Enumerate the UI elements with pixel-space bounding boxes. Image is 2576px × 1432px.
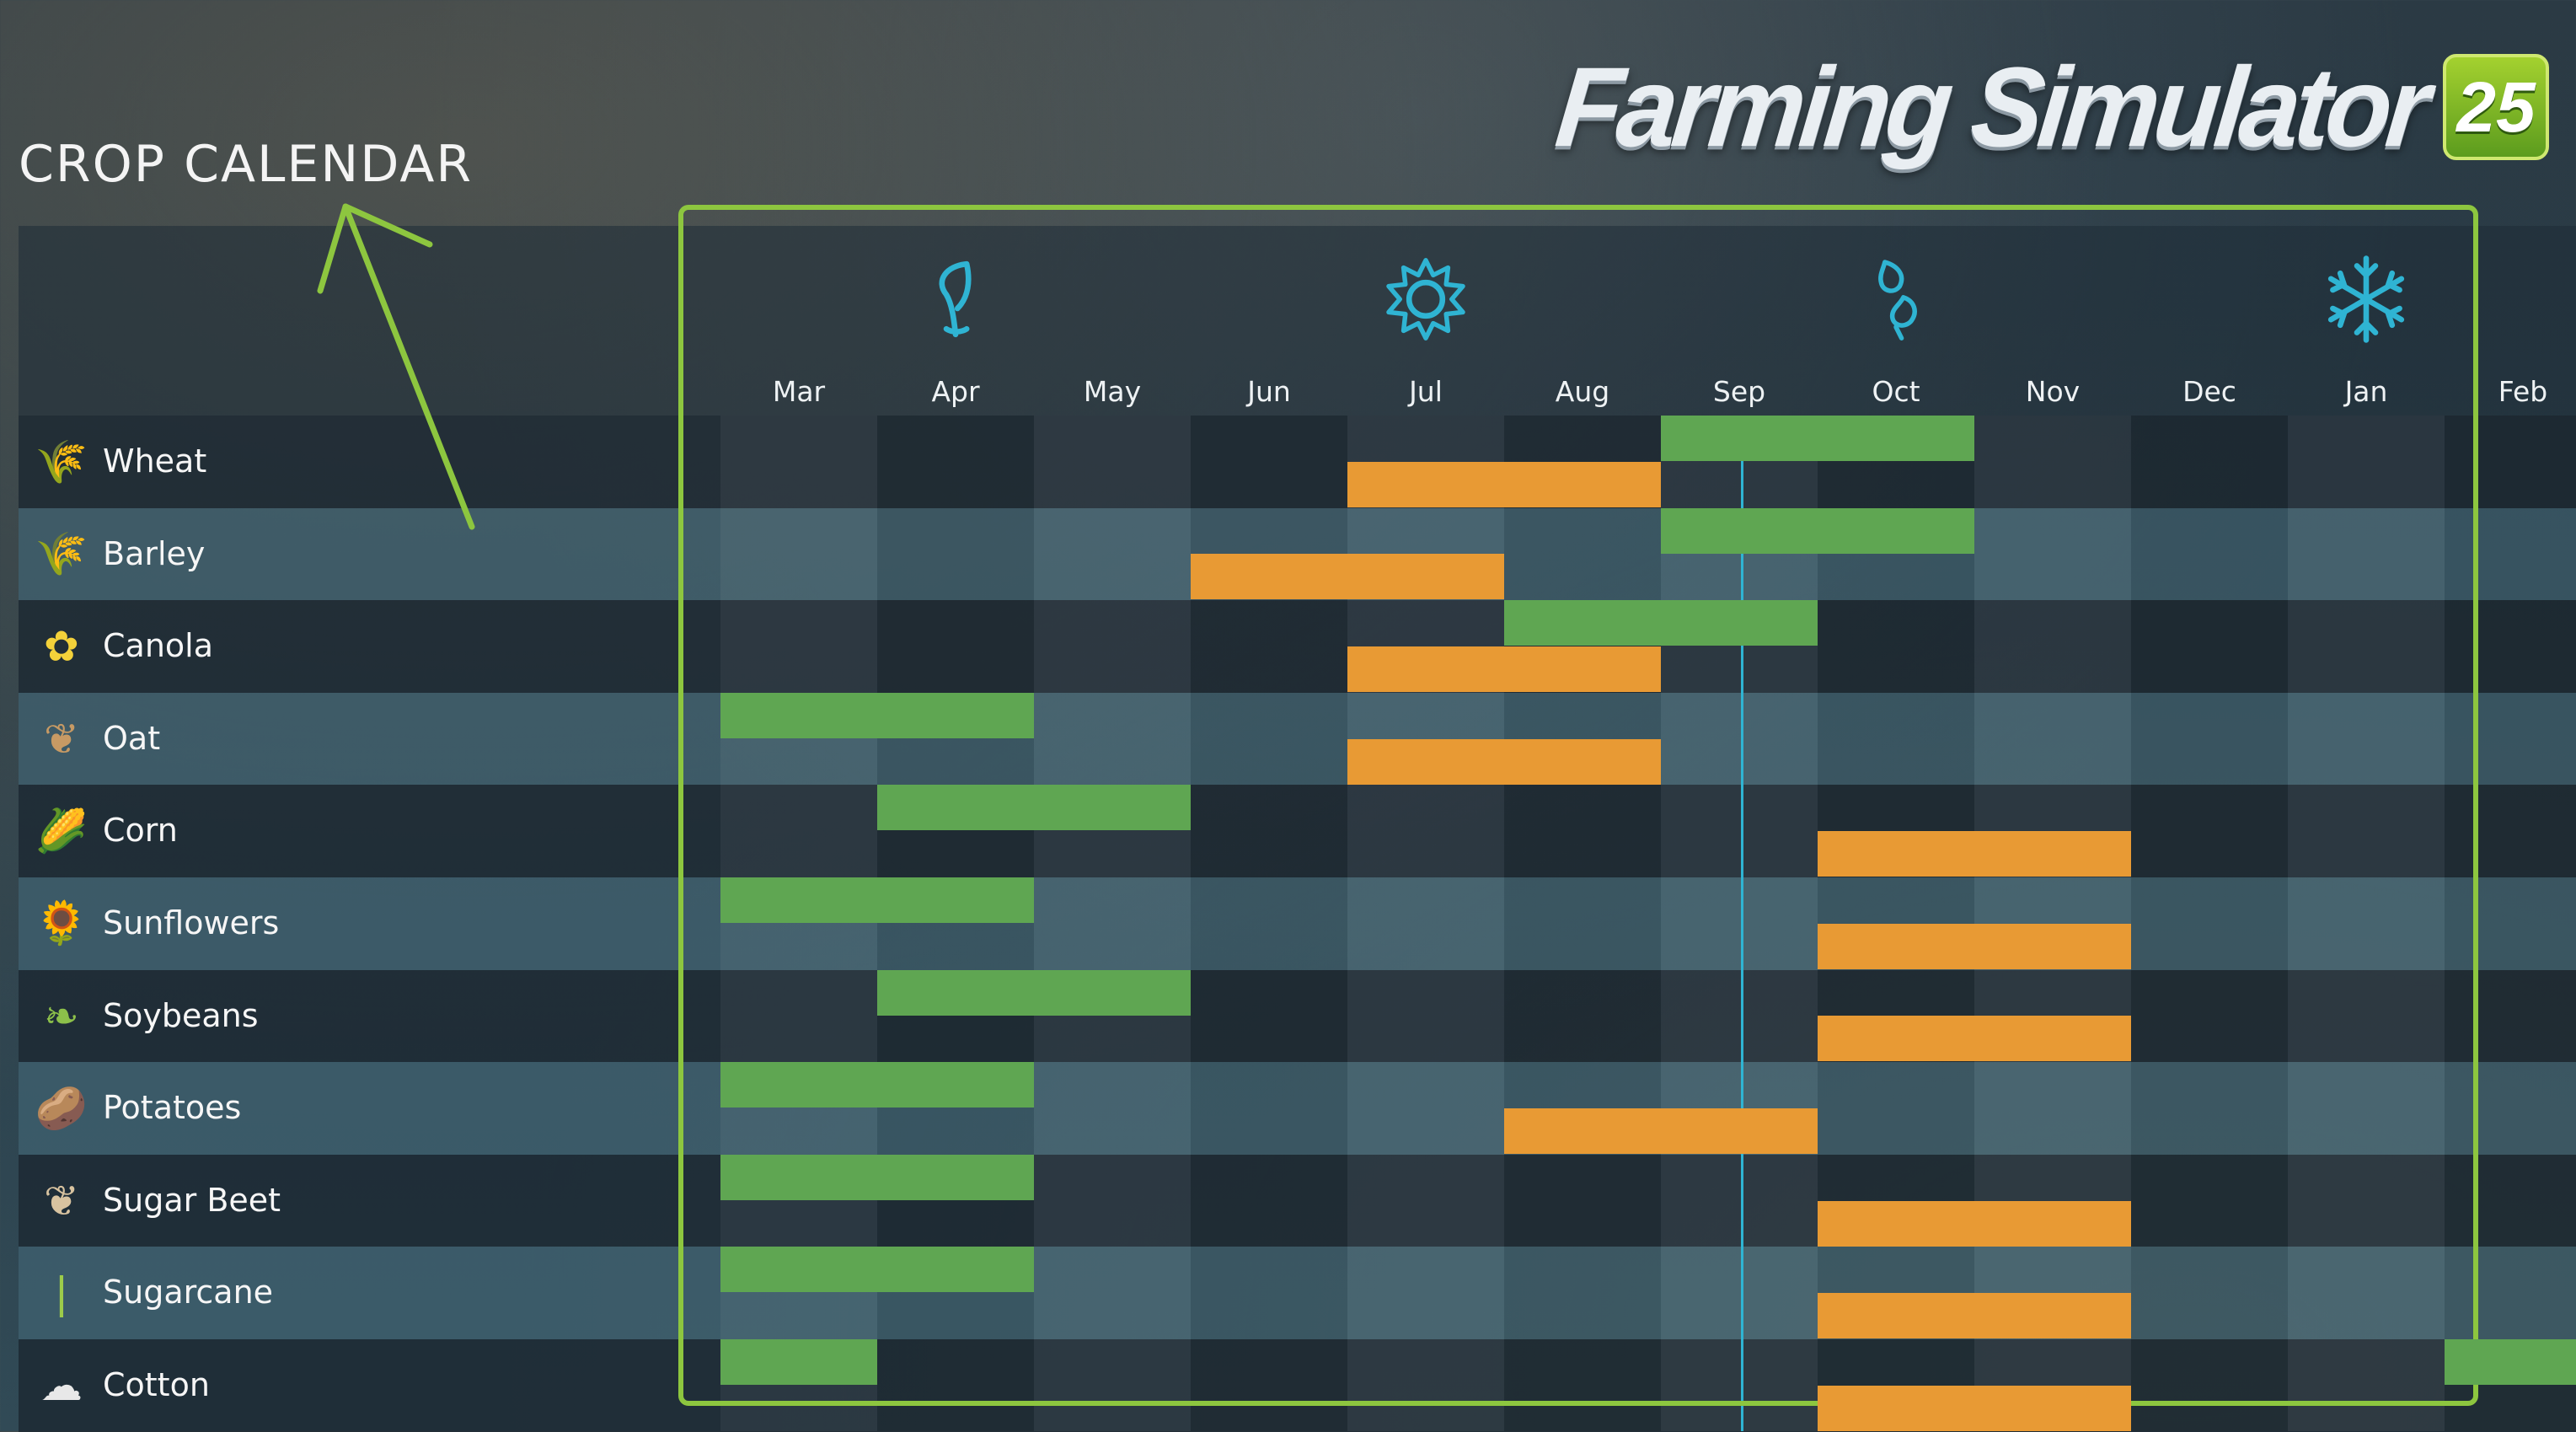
harvest-period-bar: [1347, 461, 1661, 507]
month-label: Jun: [1247, 375, 1291, 408]
sun-icon: [1379, 253, 1472, 346]
page-title: CROP CALENDAR: [19, 135, 474, 194]
month-column: [2288, 416, 2445, 1431]
sugarcane-icon: ❘: [44, 1268, 79, 1318]
month-label: Aug: [1555, 375, 1610, 408]
planting-period-bar: [877, 969, 1191, 1016]
planting-period-bar: [877, 785, 1191, 831]
harvest-period-bar: [1347, 646, 1661, 692]
current-date-marker: [1741, 416, 1743, 1431]
leaf-icon: [909, 253, 1002, 346]
crop-row[interactable]: ☁ Cotton: [19, 1338, 2576, 1432]
month-label: Jul: [1409, 375, 1443, 408]
planting-period-bar: [720, 1339, 877, 1385]
harvest-period-bar: [1818, 1016, 2131, 1062]
month-label: Oct: [1872, 375, 1920, 408]
logo-text: Farming Simulator: [1550, 43, 2431, 171]
crop-label: Wheat: [103, 442, 207, 480]
harvest-period-bar: [1504, 1108, 1818, 1154]
crop-label: Sugarcane: [103, 1274, 274, 1311]
harvest-period-bar: [1818, 923, 2131, 969]
month-label: Apr: [931, 375, 980, 408]
month-column: [1661, 416, 1818, 1431]
crop-label: Sugar Beet: [103, 1181, 281, 1219]
crop-label: Canola: [103, 627, 213, 665]
month-column: [2131, 416, 2288, 1431]
sunflower-icon: 🌻: [35, 898, 88, 948]
snowflake-icon: [2320, 253, 2413, 346]
crop-row[interactable]: 🌽 Corn: [19, 785, 2576, 877]
month-label: Dec: [2182, 375, 2236, 408]
crop-label: Corn: [103, 812, 178, 850]
planting-period-bar: [720, 692, 1034, 738]
calendar-grid: [720, 416, 2576, 1431]
planting-period-bar: [1504, 600, 1818, 646]
crop-label: Potatoes: [103, 1089, 242, 1127]
harvest-period-bar: [1818, 1293, 2131, 1339]
month-column: [2445, 416, 2576, 1431]
crop-row[interactable]: ❦ Sugar Beet: [19, 1154, 2576, 1247]
crop-row[interactable]: ❦ Oat: [19, 692, 2576, 786]
planting-period-bar: [720, 1154, 1034, 1200]
harvest-period-bar: [1818, 1385, 2131, 1431]
planting-period-bar: [720, 877, 1034, 923]
game-logo: Farming Simulator 25: [1550, 44, 2549, 170]
planting-period-bar: [1661, 416, 1974, 461]
harvest-period-bar: [1347, 738, 1661, 785]
canola-icon: ✿: [44, 622, 79, 672]
harvest-period-bar: [1818, 831, 2131, 877]
month-column: [1504, 416, 1661, 1431]
corn-icon: 🌽: [35, 806, 88, 855]
crop-row[interactable]: ✿ Canola: [19, 600, 2576, 693]
crop-label: Oat: [103, 719, 161, 757]
oat-icon: ❦: [44, 714, 79, 764]
planting-period-bar: [720, 1062, 1034, 1108]
crop-row[interactable]: ❧ Soybeans: [19, 969, 2576, 1063]
month-column: [1818, 416, 1974, 1431]
harvest-period-bar: [1191, 554, 1504, 600]
falling-leaves-icon: [1850, 253, 1942, 346]
cotton-icon: ☁: [40, 1360, 83, 1410]
month-label: Feb: [2498, 375, 2548, 408]
crop-row[interactable]: 🌻 Sunflowers: [19, 877, 2576, 970]
sugar-beet-icon: ❦: [44, 1176, 79, 1226]
month-label: Nov: [2025, 375, 2081, 408]
soybean-icon: ❧: [44, 991, 79, 1041]
crop-row[interactable]: ❘ Sugarcane: [19, 1247, 2576, 1339]
crop-label: Sunflowers: [103, 904, 280, 941]
harvest-period-bar: [1818, 1200, 2131, 1247]
barley-icon: 🌾: [35, 529, 88, 579]
planting-period-bar: [720, 1247, 1034, 1293]
month-column: [1974, 416, 2131, 1431]
month-label: May: [1083, 375, 1142, 408]
month-label: Sep: [1712, 375, 1766, 408]
crop-row[interactable]: 🥔 Potatoes: [19, 1062, 2576, 1155]
crop-label: Barley: [103, 534, 206, 572]
potato-icon: 🥔: [35, 1083, 88, 1133]
planting-period-bar: [1661, 507, 1974, 554]
wheat-icon: 🌾: [35, 437, 88, 486]
month-column: [1034, 416, 1191, 1431]
crop-label: Cotton: [103, 1365, 210, 1403]
month-label: Mar: [772, 375, 826, 408]
logo-badge: 25: [2443, 54, 2549, 160]
crop-label: Soybeans: [103, 996, 259, 1034]
month-label: Jan: [2344, 375, 2388, 408]
planting-period-bar: [2445, 1339, 2576, 1385]
